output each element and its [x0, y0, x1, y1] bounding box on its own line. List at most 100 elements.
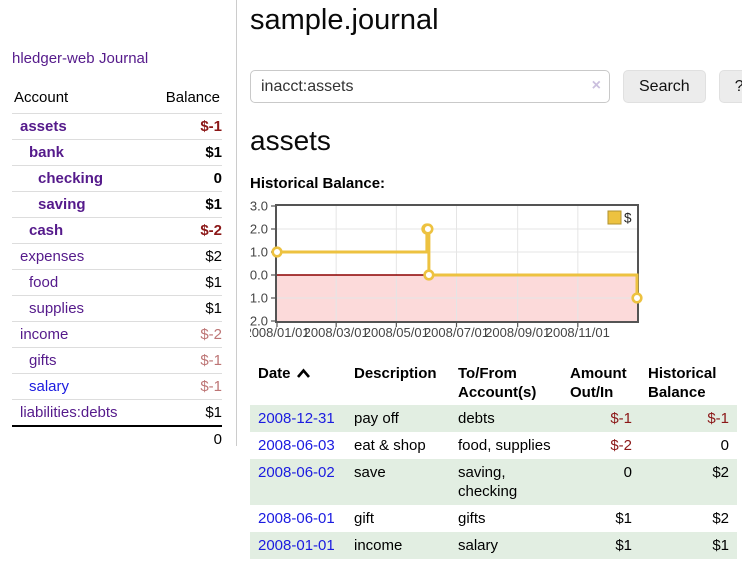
svg-text:2008/05/01: 2008/05/01	[364, 325, 429, 340]
account-link[interactable]: salary	[29, 378, 70, 395]
account-title: assets	[250, 125, 331, 156]
transaction-row[interactable]: 2008-06-03 eat & shop food, supplies $-2 0	[250, 432, 737, 459]
account-row: cash $-2	[12, 217, 222, 244]
page-title: sample.journal	[250, 4, 439, 36]
transaction-row[interactable]: 2008-06-01 gift gifts $1 $2	[250, 505, 737, 532]
transaction-description: pay off	[354, 410, 399, 427]
plot-border	[275, 204, 639, 323]
data-point-marker	[271, 246, 283, 258]
transaction-row[interactable]: 2008-01-01 income salary $1 $1	[250, 532, 737, 559]
account-link[interactable]: checking	[38, 170, 104, 187]
account-column-header: Account	[14, 89, 69, 106]
account-row: expenses $2	[12, 243, 222, 270]
transaction-balance: $2	[712, 464, 729, 481]
date-column-header[interactable]: Date	[250, 361, 346, 405]
chart-legend: $	[607, 210, 632, 226]
account-row: bank $1	[12, 139, 222, 166]
account-balance: 0	[147, 165, 222, 192]
transactions-body: 2008-12-31 pay off debts $-1 $-1 2008-06-03 ea…	[250, 405, 737, 559]
chart-label: Historical Balance:	[250, 175, 386, 192]
data-point-marker	[631, 292, 643, 304]
transaction-date-link[interactable]: 2008-06-02	[258, 464, 335, 481]
transaction-accounts: salary	[458, 537, 499, 554]
account-balance: $1	[147, 139, 222, 166]
account-row: assets $-1	[12, 113, 222, 140]
historical-balance-chart[interactable]: 3.0 2.0 1.0 0.0 -1.0 -2.02008/01/012008/03/01…	[244, 199, 737, 343]
transaction-balance: $2	[712, 510, 729, 527]
clear-search-icon[interactable]: ×	[591, 77, 601, 94]
transaction-amount: $1	[615, 510, 632, 527]
transaction-amount: $-2	[610, 437, 632, 454]
account-balance-table: Account Balance assets $-1 bank $1 checking 0…	[12, 87, 222, 452]
account-link[interactable]: supplies	[29, 300, 85, 317]
account-row: liabilities:debts $1	[12, 399, 222, 426]
svg-text:2008/09/01: 2008/09/01	[485, 325, 550, 340]
total-balance: 0	[147, 425, 222, 452]
account-link[interactable]: expenses	[20, 248, 85, 265]
transactions-table: Date Description To/From Account(s) Amoun…	[250, 361, 737, 559]
account-row: salary $-1	[12, 373, 222, 400]
transaction-date-link[interactable]: 2008-01-01	[258, 537, 335, 554]
account-balance: $-1	[147, 373, 222, 400]
transaction-accounts: debts	[458, 410, 495, 427]
brand-link[interactable]: hledger-web	[12, 50, 95, 67]
account-row: gifts $-1	[12, 347, 222, 374]
account-link[interactable]: income	[20, 326, 69, 343]
account-row: checking 0	[12, 165, 222, 192]
transaction-date-link[interactable]: 2008-06-01	[258, 510, 335, 527]
transaction-date-link[interactable]: 2008-06-03	[258, 437, 335, 454]
date-column-label: Date	[258, 365, 291, 382]
transaction-row[interactable]: 2008-12-31 pay off debts $-1 $-1	[250, 405, 737, 432]
sort-ascending-icon	[296, 368, 310, 378]
transaction-balance: 0	[720, 437, 729, 454]
account-link[interactable]: cash	[29, 222, 64, 239]
data-point-marker	[423, 269, 435, 281]
transaction-balance: $1	[712, 537, 729, 554]
account-row: saving $1	[12, 191, 222, 218]
search-input[interactable]	[250, 70, 610, 103]
total-row: 0	[12, 425, 222, 452]
account-balance: $1	[147, 399, 222, 426]
amount-column-header: Amount Out/In	[570, 365, 627, 401]
account-row: supplies $1	[12, 295, 222, 322]
nav-journal-link[interactable]: Journal	[99, 50, 149, 67]
main-content: sample.journal × Search ? assets Histori…	[244, 0, 742, 559]
search-form: × Search ?	[250, 70, 742, 103]
account-link[interactable]: food	[29, 274, 59, 291]
account-table-body: assets $-1 bank $1 checking 0 saving $1 cash $-2 e…	[12, 113, 222, 426]
svg-text:2008/01/01: 2008/01/01	[250, 325, 310, 340]
account-balance: $-1	[147, 113, 222, 140]
svg-text:0.0: 0.0	[250, 268, 268, 283]
account-link[interactable]: assets	[20, 118, 67, 135]
account-balance: $1	[147, 191, 222, 218]
account-balance: $-2	[147, 217, 222, 244]
account-balance: $1	[147, 269, 222, 296]
data-point-marker	[422, 223, 434, 235]
accounts-column-header: To/From Account(s)	[458, 365, 537, 401]
account-balance: $2	[147, 243, 222, 270]
transaction-amount: $1	[615, 537, 632, 554]
svg-text:2.0: 2.0	[250, 222, 268, 237]
account-balance: $1	[147, 295, 222, 322]
svg-text:-1.0: -1.0	[250, 291, 268, 306]
svg-text:2008/07/01: 2008/07/01	[424, 325, 489, 340]
account-row: income $-2	[12, 321, 222, 348]
transaction-date-link[interactable]: 2008-12-31	[258, 410, 335, 427]
transaction-accounts: saving, checking	[458, 464, 518, 500]
account-link[interactable]: gifts	[29, 352, 57, 369]
account-link[interactable]: bank	[29, 144, 65, 161]
transaction-amount: $-1	[610, 410, 632, 427]
legend-swatch	[607, 210, 622, 225]
svg-text:2008/03/01: 2008/03/01	[304, 325, 369, 340]
help-button[interactable]: ?	[718, 70, 742, 103]
transaction-description: gift	[354, 510, 375, 527]
transaction-description: eat & shop	[354, 437, 426, 454]
account-balance: $-2	[147, 321, 222, 348]
account-link[interactable]: saving	[38, 196, 86, 213]
account-balance: $-1	[147, 347, 222, 374]
transaction-row[interactable]: 2008-06-02 save saving, checking 0 $2	[250, 459, 737, 505]
transaction-balance: $-1	[707, 410, 729, 427]
transaction-amount: 0	[623, 464, 632, 481]
account-link[interactable]: liabilities:debts	[20, 404, 118, 421]
search-button[interactable]: Search	[623, 70, 706, 103]
